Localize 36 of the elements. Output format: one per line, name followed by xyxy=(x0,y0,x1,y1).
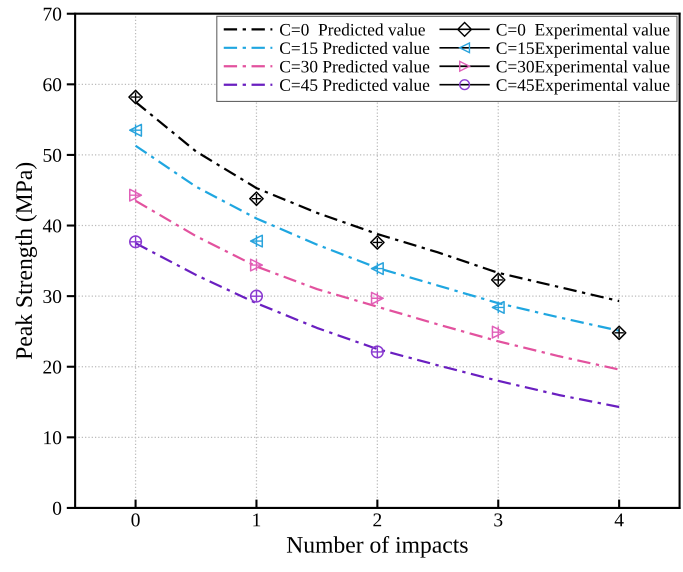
point xyxy=(249,191,264,206)
legend-label: C=15Experimental value xyxy=(496,42,670,58)
y-axis-title: Peak Strength (MPa) xyxy=(15,162,37,360)
point xyxy=(128,90,143,104)
legend-label: C=30 Predicted value xyxy=(280,60,430,73)
legend-label: C=30Experimental value xyxy=(496,60,670,76)
y-tick-label: 50 xyxy=(44,148,62,162)
y-tick-label: 0 xyxy=(52,502,62,515)
point xyxy=(492,326,505,339)
x-tick-label: 3 xyxy=(494,513,502,526)
y-tick-label: 20 xyxy=(43,360,62,374)
point xyxy=(370,292,384,305)
y-tick-label: 40 xyxy=(42,219,62,232)
x-tick-label: 2 xyxy=(373,513,382,526)
point xyxy=(129,188,142,202)
legend-label: C=0 Predicted value xyxy=(280,23,425,36)
point xyxy=(250,290,264,303)
y-tick-label: 30 xyxy=(43,290,62,304)
point xyxy=(370,235,385,250)
legend-label: C=0 Experimental value xyxy=(496,23,670,40)
x-tick-label: 1 xyxy=(253,513,260,526)
x-tick-label: 4 xyxy=(614,513,624,526)
point xyxy=(492,300,505,314)
legend-label: C=45 Predicted value xyxy=(280,78,430,91)
y-tick-label: 10 xyxy=(44,431,62,444)
legend-label: C=45Experimental value xyxy=(496,78,670,94)
point xyxy=(250,234,264,248)
x-tick-label: 0 xyxy=(131,513,140,526)
point xyxy=(490,272,506,288)
x-axis-title: Number of impacts xyxy=(286,536,468,558)
point xyxy=(612,325,626,340)
y-tick-label: 70 xyxy=(44,8,62,21)
point xyxy=(129,124,142,137)
y-tick-label: 60 xyxy=(43,78,62,92)
point xyxy=(370,345,384,358)
legend-label: C=15 Predicted value xyxy=(280,42,430,54)
